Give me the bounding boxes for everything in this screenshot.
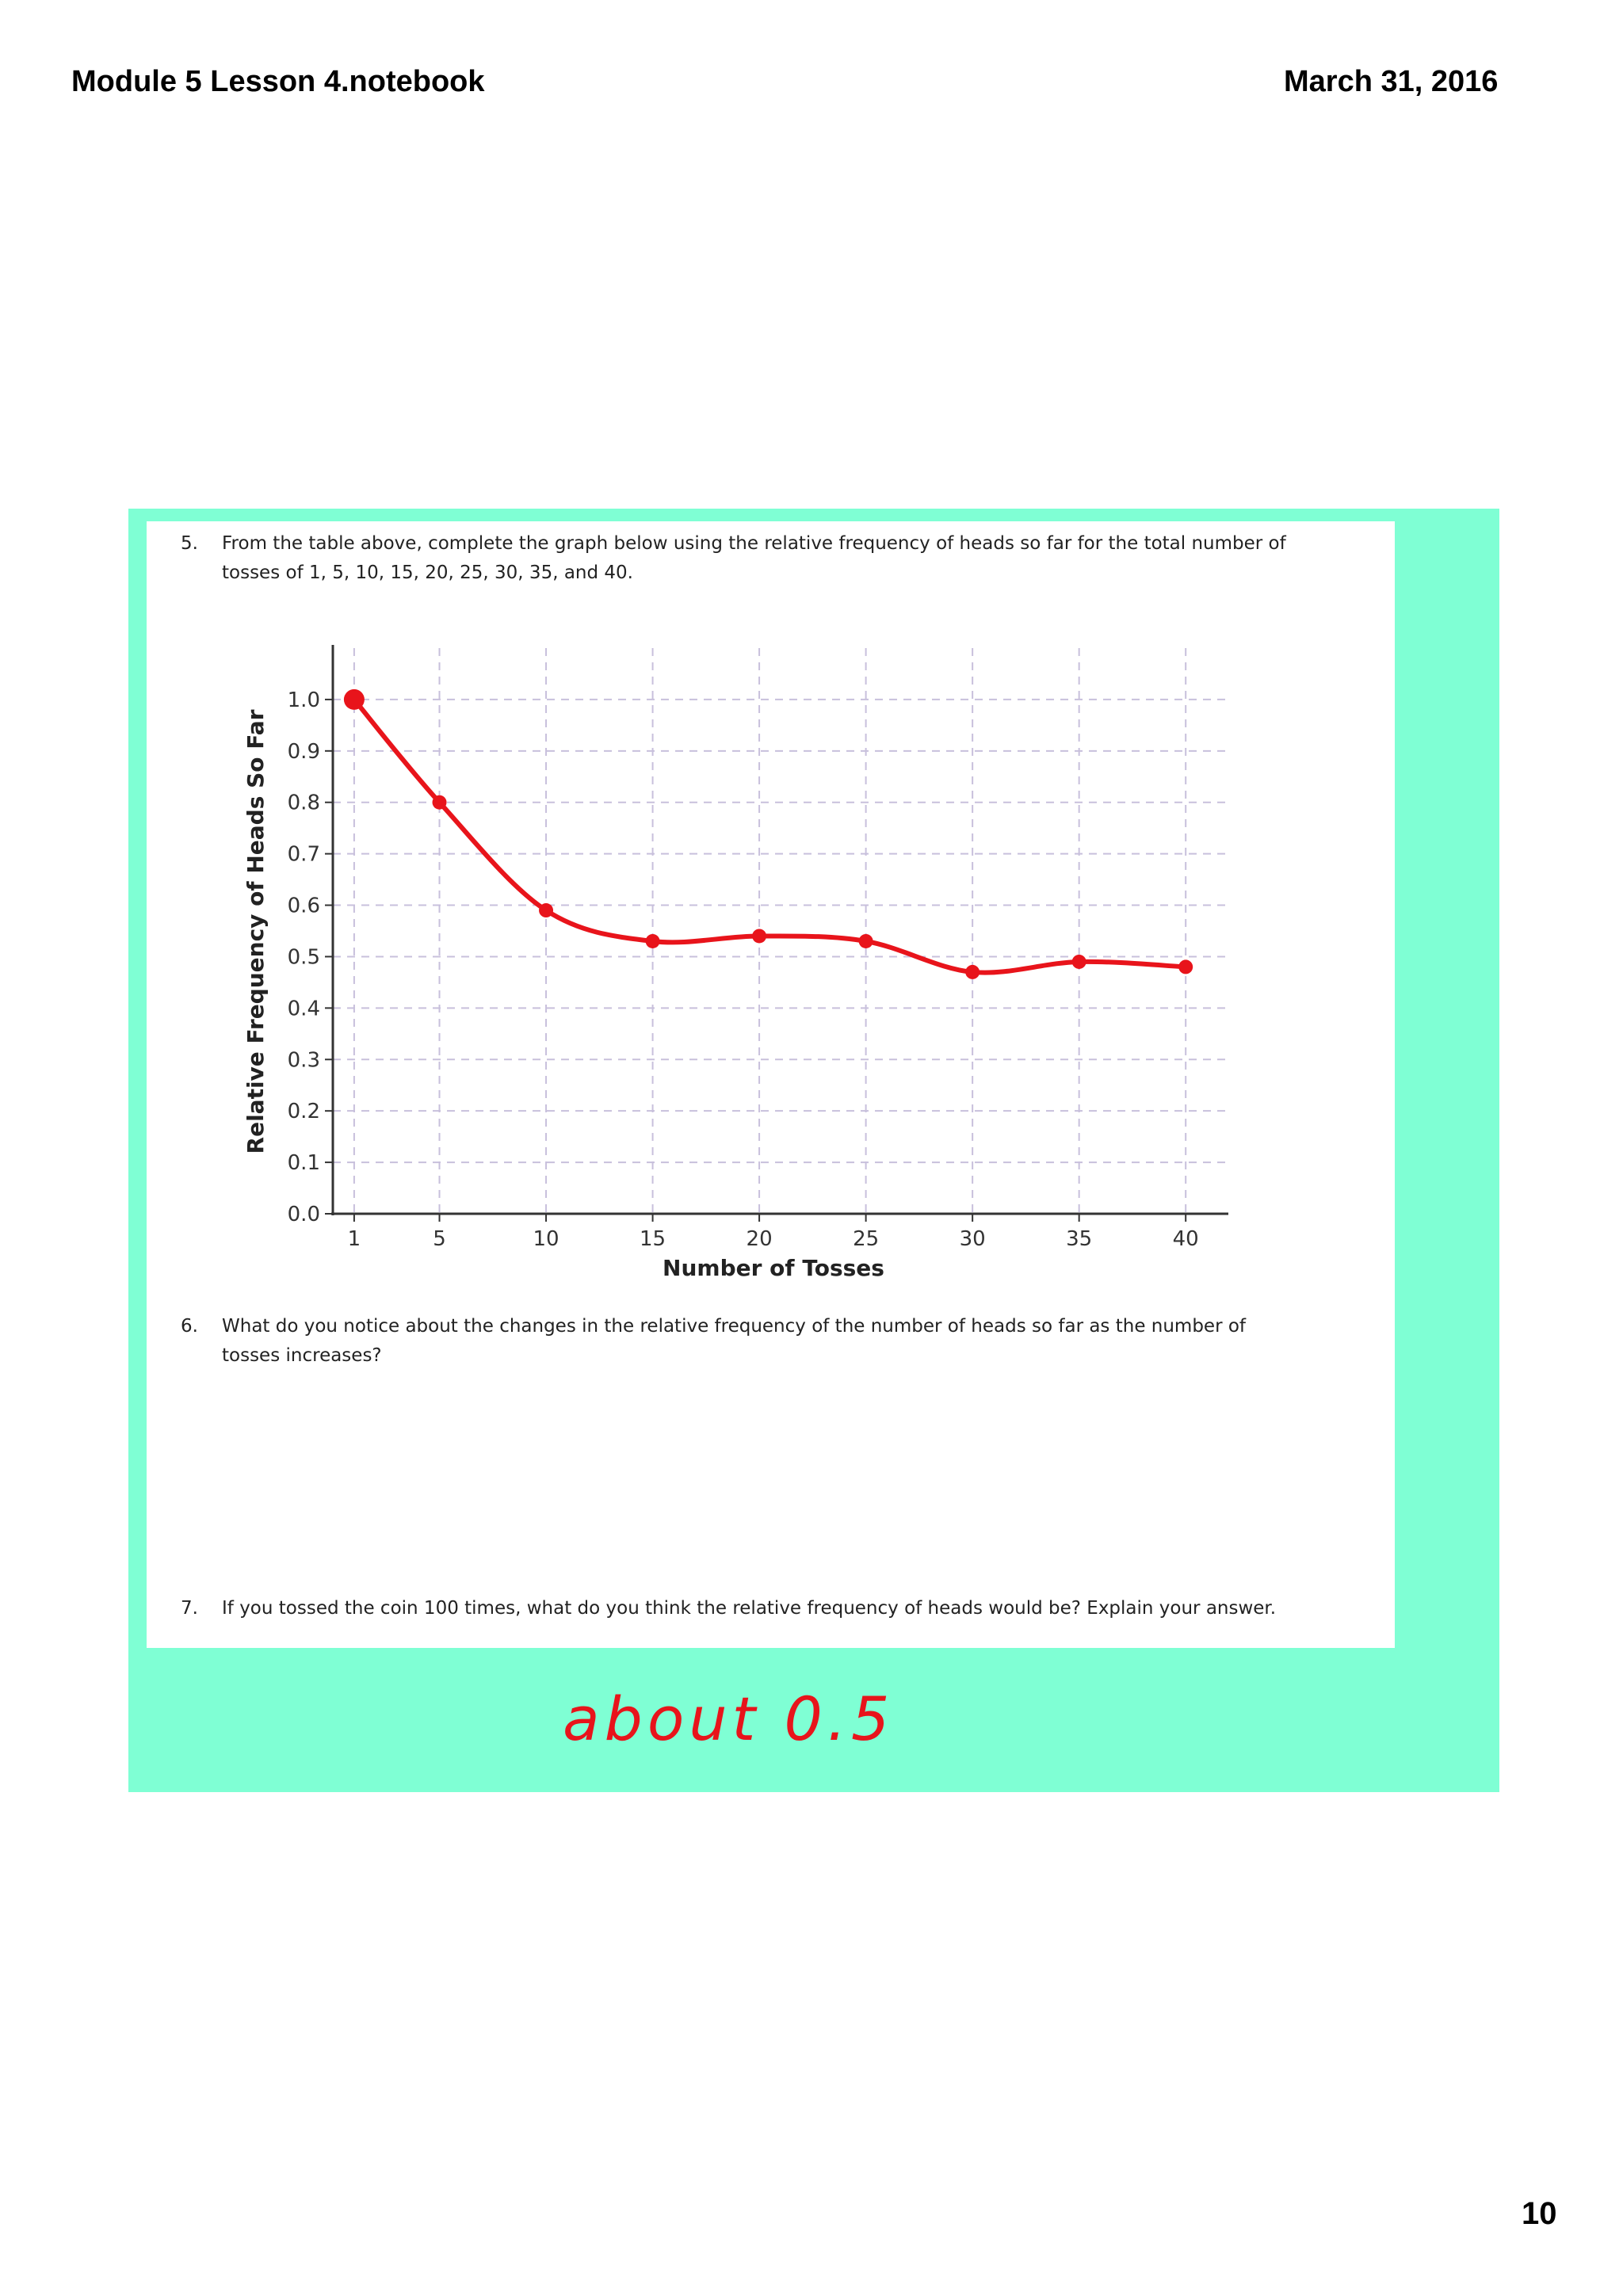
y-tick-label: 0.0 <box>288 1203 320 1226</box>
relative-frequency-chart: 1 5 10 15 20 25 30 35 400.00.10.20.30.40.50.60.7… <box>242 645 1228 1281</box>
question-text-line: From the table above, complete the graph… <box>222 533 1286 554</box>
data-point <box>539 903 554 918</box>
data-point <box>965 964 980 979</box>
question-text-line: If you tossed the coin 100 times, what d… <box>222 1598 1277 1619</box>
x-tick-label: 1 <box>348 1227 361 1251</box>
y-tick-label: 0.2 <box>288 1100 320 1123</box>
header-date: March 31, 2016 <box>1284 65 1499 98</box>
y-axis-label: Relative Frequency of Heads So Far <box>242 709 269 1154</box>
data-point <box>432 795 447 810</box>
page-number: 10 <box>1522 2196 1557 2231</box>
x-axis-label: Number of Tosses <box>663 1255 884 1281</box>
chart-series <box>343 688 1193 979</box>
question-text-line: What do you notice about the changes in … <box>222 1316 1247 1337</box>
x-tick-label: 5 <box>433 1227 446 1251</box>
question-number: 6. <box>181 1316 198 1337</box>
x-tick-label: 15 <box>640 1227 666 1251</box>
handwritten-answer-text: about 0.5 <box>563 1684 894 1754</box>
x-tick-label: 35 <box>1066 1227 1092 1251</box>
x-tick-label: 40 <box>1173 1227 1199 1251</box>
y-tick-label: 0.5 <box>288 945 320 969</box>
y-tick-label: 0.1 <box>288 1151 320 1175</box>
series-line <box>351 696 1189 975</box>
y-tick-label: 0.9 <box>288 740 320 764</box>
file-title: Module 5 Lesson 4.notebook <box>71 65 485 98</box>
x-tick-label: 20 <box>747 1227 773 1251</box>
question-number: 5. <box>181 533 198 554</box>
y-tick-label: 0.6 <box>288 894 320 918</box>
y-tick-label: 0.7 <box>288 843 320 867</box>
question-number: 7. <box>181 1598 198 1619</box>
data-point <box>1071 954 1086 969</box>
handwritten-answer: about 0.5 <box>563 1684 894 1754</box>
data-point <box>343 688 365 710</box>
data-point <box>858 933 873 948</box>
question-text-line: tosses of 1, 5, 10, 15, 20, 25, 30, 35, … <box>222 563 633 583</box>
data-point <box>1178 959 1193 974</box>
x-tick-label: 10 <box>533 1227 559 1251</box>
chart-grid <box>333 648 1228 1214</box>
chart-axes <box>331 645 1228 1215</box>
data-point <box>645 933 660 948</box>
x-tick-label: 25 <box>853 1227 879 1251</box>
x-tick-label: 30 <box>960 1227 986 1251</box>
y-tick-label: 0.4 <box>288 997 320 1020</box>
y-tick-label: 0.8 <box>288 791 320 815</box>
question-text-line: tosses increases? <box>222 1345 382 1366</box>
y-tick-label: 1.0 <box>288 688 320 712</box>
chart-ticks: 1 5 10 15 20 25 30 35 400.00.10.20.30.40.50.60.7… <box>288 688 1199 1251</box>
y-tick-label: 0.3 <box>288 1048 320 1072</box>
data-point <box>752 929 767 944</box>
